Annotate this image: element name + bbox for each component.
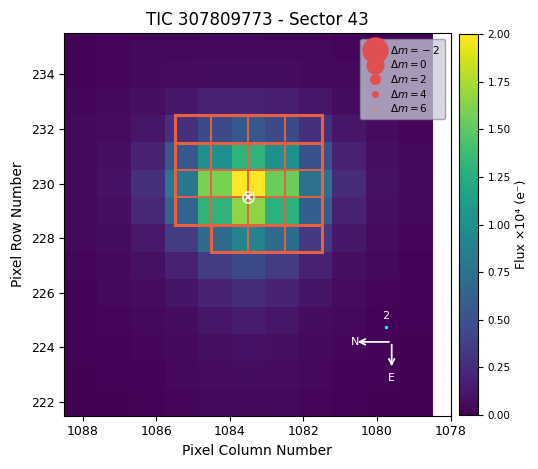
Bar xyxy=(285,225,322,252)
Bar xyxy=(248,115,285,143)
Text: 2: 2 xyxy=(383,311,390,321)
Bar xyxy=(248,197,285,225)
Bar xyxy=(211,197,248,225)
Legend: $\Delta m = -2$, $\Delta m =  0$, $\Delta m =  2$, $\Delta m =  4$, $\Delta m = : $\Delta m = -2$, $\Delta m = 0$, $\Delta… xyxy=(360,38,445,120)
Bar xyxy=(174,115,211,143)
Text: N: N xyxy=(351,337,359,347)
Bar xyxy=(211,143,248,170)
Bar xyxy=(174,143,211,170)
Bar xyxy=(211,115,248,143)
Bar xyxy=(248,143,285,170)
Bar xyxy=(174,115,322,225)
Bar xyxy=(285,143,322,170)
Bar xyxy=(248,170,285,197)
Bar xyxy=(211,225,248,252)
Bar xyxy=(174,115,322,143)
Y-axis label: Flux ×10⁴ (e⁻): Flux ×10⁴ (e⁻) xyxy=(515,180,528,269)
Title: TIC 307809773 - Sector 43: TIC 307809773 - Sector 43 xyxy=(146,11,369,29)
Bar xyxy=(248,225,285,252)
Bar xyxy=(211,170,248,197)
Bar xyxy=(174,197,211,225)
Bar xyxy=(285,170,322,197)
Text: E: E xyxy=(388,373,395,383)
X-axis label: Pixel Column Number: Pixel Column Number xyxy=(182,444,332,458)
Y-axis label: Pixel Row Number: Pixel Row Number xyxy=(11,162,25,287)
Bar xyxy=(285,197,322,225)
Bar xyxy=(285,115,322,143)
Bar xyxy=(174,170,211,197)
